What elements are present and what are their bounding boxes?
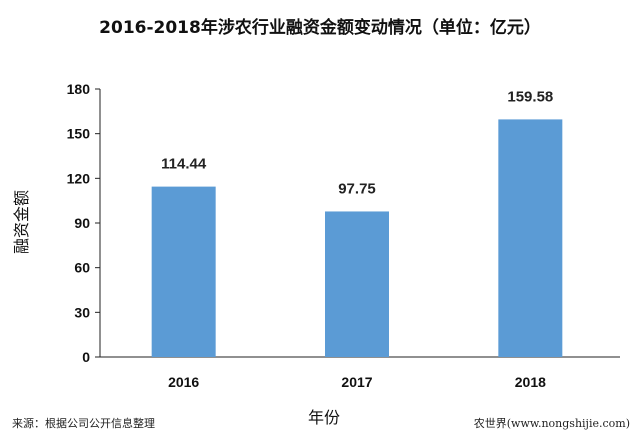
y-tick-label: 180 — [67, 81, 91, 97]
data-label-2017: 97.75 — [338, 180, 376, 197]
y-tick-label: 150 — [67, 126, 91, 142]
y-tick-label: 120 — [67, 170, 91, 186]
bar-2018 — [498, 119, 563, 358]
y-tick-label: 30 — [74, 304, 90, 320]
data-label-2016: 114.44 — [161, 156, 207, 173]
x-tick-label-2017: 2017 — [341, 374, 372, 390]
y-axis-label: 融资金额 — [12, 190, 31, 254]
watermark: 农世界(www.nongshijie.com) — [474, 416, 630, 430]
data-label-2018: 159.58 — [507, 88, 553, 105]
y-tick-label: 0 — [82, 349, 90, 365]
x-axis-label: 年份 — [308, 408, 340, 427]
y-tick-label: 60 — [74, 260, 90, 276]
bar-2016 — [151, 186, 216, 357]
x-tick-label-2018: 2018 — [515, 374, 546, 390]
bar-2017 — [325, 211, 389, 357]
source-note: 来源：根据公司公开信息整理 — [12, 416, 155, 430]
x-tick-label-2016: 2016 — [168, 374, 199, 390]
y-tick-label: 90 — [74, 215, 90, 231]
chart-title: 2016-2018年涉农行业融资金额变动情况（单位：亿元） — [99, 17, 541, 38]
